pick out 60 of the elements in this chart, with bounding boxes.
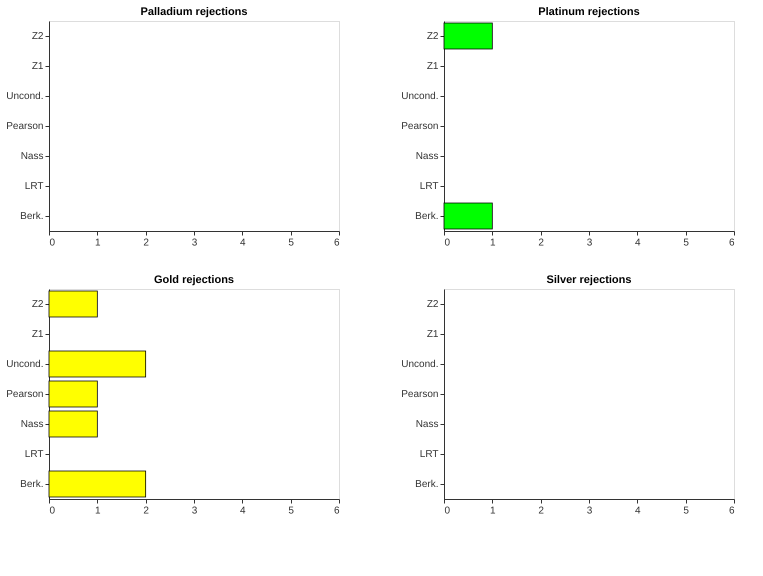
y-tick-label: Z2 xyxy=(32,299,44,310)
x-tick-label: 6 xyxy=(728,238,735,248)
y-tick-label: Z1 xyxy=(426,61,439,72)
x-tick-label: 3 xyxy=(586,506,593,516)
x-tick-label: 1 xyxy=(95,238,102,248)
x-tick-label: 4 xyxy=(635,506,642,516)
x-tick-label: 6 xyxy=(334,506,340,516)
chart-title: Gold rejections xyxy=(154,274,234,286)
x-tick-label: 0 xyxy=(50,506,56,516)
y-tick-label: Berk. xyxy=(20,479,44,490)
y-tick-label: Nass xyxy=(416,151,438,162)
x-tick-label: 5 xyxy=(288,238,294,248)
y-tick-label: Nass xyxy=(20,151,44,162)
x-tick-label: 0 xyxy=(50,238,56,248)
x-tick-label: 3 xyxy=(192,506,198,516)
y-tick-label: Z1 xyxy=(32,61,44,72)
y-tick-label: Pearson xyxy=(401,389,438,400)
chart-title: Palladium rejections xyxy=(140,6,248,18)
y-tick-label: Uncond. xyxy=(401,359,438,370)
x-tick-label: 3 xyxy=(192,238,198,248)
y-tick-label: LRT xyxy=(420,181,438,192)
x-tick-label: 0 xyxy=(444,238,450,248)
y-tick-label: LRT xyxy=(420,449,438,460)
x-tick-label: 6 xyxy=(728,506,735,516)
y-tick-label: Pearson xyxy=(6,121,44,132)
y-tick-label: Berk. xyxy=(415,211,438,222)
y-tick-label: Uncond. xyxy=(401,91,438,102)
x-tick-label: 3 xyxy=(586,238,593,248)
y-tick-label: Z2 xyxy=(426,31,439,42)
y-tick-label: Z1 xyxy=(426,329,439,340)
x-tick-label: 4 xyxy=(635,238,642,248)
x-tick-label: 1 xyxy=(95,506,102,516)
y-tick-label: Nass xyxy=(20,419,44,430)
y-tick-label: LRT xyxy=(24,449,44,460)
y-tick-label: Berk. xyxy=(415,479,438,490)
y-tick-label: Uncond. xyxy=(6,359,44,370)
y-tick-label: Uncond. xyxy=(6,91,44,102)
chart-title: Platinum rejections xyxy=(538,6,640,18)
x-tick-label: 1 xyxy=(490,238,496,248)
x-tick-label: 6 xyxy=(334,238,340,248)
x-tick-label: 5 xyxy=(683,238,690,248)
y-tick-label: Z1 xyxy=(32,329,44,340)
x-tick-label: 0 xyxy=(444,506,450,516)
y-tick-label: Z2 xyxy=(426,299,439,310)
y-tick-label: Pearson xyxy=(6,389,44,400)
y-tick-label: Nass xyxy=(416,419,438,430)
chart-title: Silver rejections xyxy=(546,274,632,286)
x-tick-label: 2 xyxy=(538,506,544,516)
x-tick-label: 2 xyxy=(143,506,150,516)
x-tick-label: 2 xyxy=(538,238,544,248)
x-tick-label: 5 xyxy=(288,506,294,516)
y-tick-label: Berk. xyxy=(20,211,44,222)
x-tick-label: 4 xyxy=(240,238,246,248)
y-tick-label: LRT xyxy=(24,181,44,192)
y-tick-label: Pearson xyxy=(401,121,438,132)
x-tick-label: 5 xyxy=(683,506,690,516)
x-tick-label: 2 xyxy=(143,238,150,248)
x-tick-label: 4 xyxy=(240,506,246,516)
y-tick-label: Z2 xyxy=(32,31,44,42)
x-tick-label: 1 xyxy=(490,506,496,516)
